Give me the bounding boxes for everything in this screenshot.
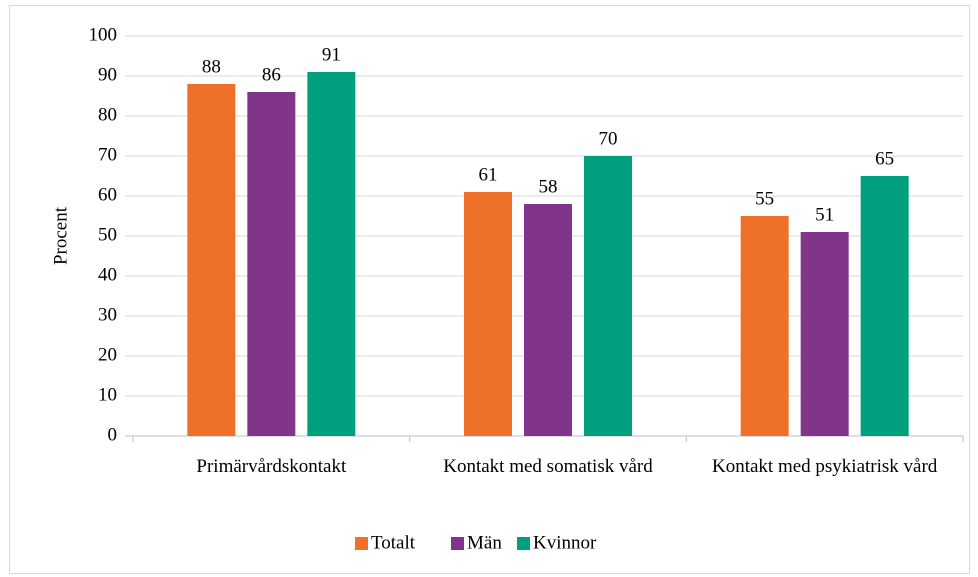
data-label: 88: [202, 56, 221, 77]
y-tick-label: 30: [98, 304, 117, 325]
legend-label: Kvinnor: [533, 532, 597, 553]
legend-swatch: [355, 537, 368, 550]
bar: [307, 72, 356, 436]
data-label: 58: [539, 176, 558, 197]
y-tick-label: 100: [89, 24, 118, 45]
data-label: 70: [599, 128, 618, 149]
y-tick-label: 80: [98, 104, 117, 125]
bar: [800, 232, 849, 436]
data-label: 61: [479, 164, 498, 185]
y-tick-label: 0: [108, 424, 118, 445]
data-label: 51: [815, 204, 834, 225]
bar: [584, 156, 632, 436]
bar: [187, 84, 236, 436]
x-tick-label: Primärvårdskontakt: [196, 456, 347, 477]
legend-label: Män: [467, 532, 502, 553]
legend-label: Totalt: [371, 532, 416, 553]
y-tick-label: 70: [98, 144, 117, 165]
bar: [464, 192, 512, 436]
x-tick-label: Kontakt med psykiatrisk vård: [711, 456, 938, 477]
bar: [740, 216, 789, 436]
legend-swatch: [517, 537, 530, 550]
y-tick-label: 60: [98, 184, 117, 205]
y-tick-label: 40: [98, 264, 117, 285]
data-label: 86: [262, 64, 281, 85]
y-tick-label: 50: [98, 224, 117, 245]
bar: [524, 204, 572, 436]
y-tick-label: 10: [98, 384, 117, 405]
data-label: 55: [755, 188, 774, 209]
bar: [247, 92, 296, 436]
x-tick-label: Kontakt med somatisk vård: [443, 456, 653, 477]
bar: [860, 176, 909, 436]
data-label: 91: [322, 44, 341, 65]
data-label: 65: [875, 148, 894, 169]
y-tick-label: 90: [98, 64, 117, 85]
y-axis-title: Procent: [50, 206, 71, 265]
legend-swatch: [451, 537, 464, 550]
y-tick-label: 20: [98, 344, 117, 365]
